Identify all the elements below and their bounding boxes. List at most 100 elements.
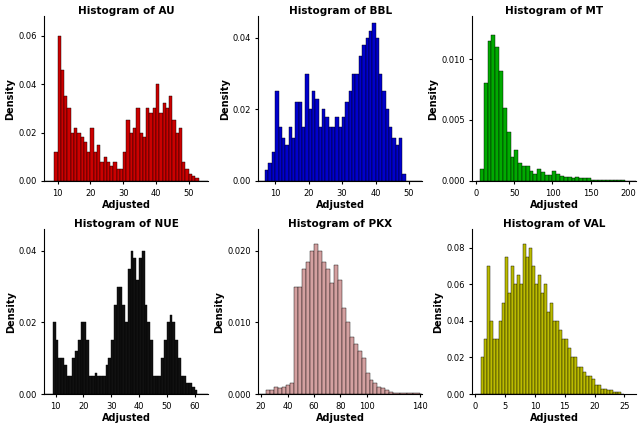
Bar xyxy=(100,162,104,181)
Bar xyxy=(400,393,406,394)
Bar xyxy=(376,38,379,181)
Bar xyxy=(406,393,413,394)
Bar xyxy=(128,269,131,394)
Bar xyxy=(164,340,167,394)
Bar xyxy=(163,103,166,181)
Bar xyxy=(272,152,275,181)
Bar xyxy=(109,358,111,394)
Bar xyxy=(80,137,84,181)
Bar xyxy=(86,340,89,394)
Bar xyxy=(541,172,545,181)
Bar xyxy=(275,91,278,181)
Bar xyxy=(495,47,499,181)
Bar xyxy=(278,127,282,181)
Bar xyxy=(577,367,580,394)
Bar xyxy=(553,321,556,394)
Bar xyxy=(523,244,526,394)
Bar xyxy=(346,323,350,394)
Bar xyxy=(382,91,386,181)
Bar xyxy=(325,117,329,181)
Bar xyxy=(579,178,583,181)
Bar xyxy=(152,108,156,181)
Title: Histogram of VAL: Histogram of VAL xyxy=(503,219,606,229)
Bar xyxy=(104,157,107,181)
Bar xyxy=(595,385,597,394)
Bar xyxy=(105,366,109,394)
Bar xyxy=(150,340,153,394)
Bar xyxy=(511,266,514,394)
Bar xyxy=(619,392,622,394)
Bar xyxy=(295,102,298,181)
Bar xyxy=(529,248,532,394)
Bar xyxy=(97,145,100,181)
Bar xyxy=(336,117,339,181)
Bar xyxy=(133,258,136,394)
Bar xyxy=(145,305,147,394)
X-axis label: Adjusted: Adjusted xyxy=(102,414,151,423)
Bar xyxy=(189,174,192,181)
Bar xyxy=(617,180,621,181)
Bar xyxy=(116,169,120,181)
Bar xyxy=(58,36,61,181)
Bar xyxy=(103,376,105,394)
Y-axis label: Density: Density xyxy=(220,78,230,120)
Bar xyxy=(61,69,64,181)
Bar xyxy=(484,83,487,181)
Bar xyxy=(594,180,598,181)
Bar xyxy=(53,323,55,394)
Bar xyxy=(502,302,505,394)
Bar xyxy=(74,128,77,181)
Bar xyxy=(330,283,334,394)
Bar xyxy=(366,372,370,394)
Bar xyxy=(349,91,352,181)
Bar xyxy=(125,323,128,394)
Bar xyxy=(64,96,68,181)
Bar xyxy=(186,383,189,394)
Bar xyxy=(314,244,318,394)
Title: Histogram of MT: Histogram of MT xyxy=(505,6,604,15)
Bar xyxy=(522,166,526,181)
Bar xyxy=(413,393,420,394)
Bar xyxy=(394,393,400,394)
Bar xyxy=(534,174,538,181)
Title: Histogram of PKX: Histogram of PKX xyxy=(288,219,392,229)
Bar xyxy=(305,74,309,181)
Bar xyxy=(613,180,617,181)
Bar xyxy=(356,74,359,181)
Bar xyxy=(583,178,587,181)
Bar xyxy=(92,376,95,394)
Bar xyxy=(507,132,511,181)
Bar xyxy=(334,265,338,394)
Bar xyxy=(359,56,362,181)
Bar xyxy=(526,166,530,181)
Bar xyxy=(503,108,507,181)
Bar xyxy=(538,169,541,181)
Bar xyxy=(120,169,123,181)
Bar xyxy=(615,392,619,394)
Bar xyxy=(568,177,572,181)
Bar xyxy=(538,275,541,394)
Bar xyxy=(131,251,133,394)
Bar xyxy=(403,174,406,181)
Bar xyxy=(302,269,306,394)
Bar xyxy=(139,258,141,394)
Bar xyxy=(69,376,72,394)
Bar xyxy=(175,340,178,394)
Bar xyxy=(192,387,195,394)
Bar xyxy=(127,121,130,181)
Bar xyxy=(84,323,86,394)
Bar xyxy=(610,390,613,394)
Bar xyxy=(505,257,508,394)
X-axis label: Adjusted: Adjusted xyxy=(102,200,151,210)
Bar xyxy=(294,287,298,394)
Bar xyxy=(185,169,189,181)
Bar xyxy=(556,321,559,394)
Bar xyxy=(559,330,562,394)
Bar xyxy=(179,128,182,181)
X-axis label: Adjusted: Adjusted xyxy=(530,200,579,210)
Bar xyxy=(369,30,372,181)
Bar xyxy=(326,269,330,394)
Bar xyxy=(526,257,529,394)
Bar xyxy=(54,152,58,181)
Bar xyxy=(80,323,84,394)
